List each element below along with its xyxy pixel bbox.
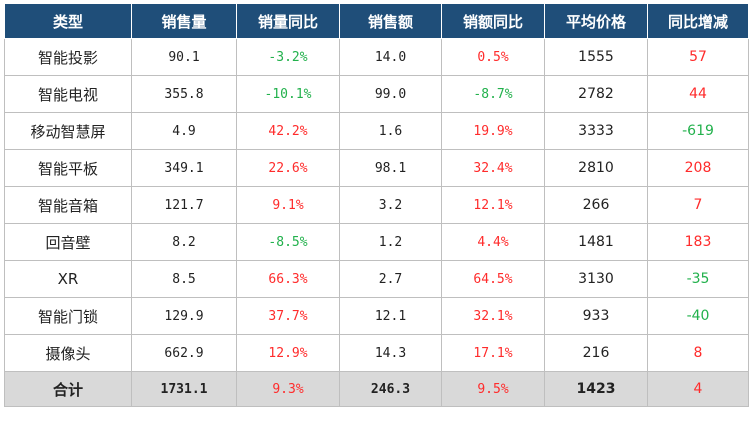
type-cell: 移动智慧屏 — [4, 112, 132, 150]
header-revenue-yoy: 销额同比 — [441, 3, 545, 39]
revenue-cell: 14.3 — [339, 334, 442, 372]
price-change-cell: 183 — [647, 223, 749, 261]
volume-yoy-cell: -3.2% — [236, 38, 340, 76]
type-cell: 摄像头 — [4, 334, 132, 372]
volume-yoy-cell: 12.9% — [236, 334, 340, 372]
volume-yoy-cell: -8.5% — [236, 223, 340, 261]
header-row: 类型 销售量 销量同比 销售额 销额同比 平均价格 同比增减 — [4, 3, 749, 39]
revenue-cell: 99.0 — [339, 75, 442, 113]
type-cell: 智能平板 — [4, 149, 132, 187]
type-cell: 回音壁 — [4, 223, 132, 261]
revenue-cell: 12.1 — [339, 297, 442, 335]
volume-yoy-cell: 42.2% — [236, 112, 340, 150]
type-cell: 智能音箱 — [4, 186, 132, 224]
volume-cell: 8.5 — [131, 260, 237, 298]
revenue-yoy-cell: 4.4% — [441, 223, 545, 261]
revenue-yoy-cell: -8.7% — [441, 75, 545, 113]
volume-cell: 349.1 — [131, 149, 237, 187]
header-price-change: 同比增减 — [647, 3, 749, 39]
table-row: 回音壁 8.2 -8.5% 1.2 4.4% 1481 183 — [4, 223, 749, 261]
avg-price-cell: 216 — [544, 334, 648, 372]
volume-yoy-cell: 37.7% — [236, 297, 340, 335]
volume-cell: 90.1 — [131, 38, 237, 76]
revenue-yoy-cell: 32.1% — [441, 297, 545, 335]
volume-cell: 121.7 — [131, 186, 237, 224]
revenue-cell: 1.2 — [339, 223, 442, 261]
revenue-cell: 14.0 — [339, 38, 442, 76]
avg-price-cell: 266 — [544, 186, 648, 224]
header-revenue: 销售额 — [339, 3, 442, 39]
volume-cell: 129.9 — [131, 297, 237, 335]
revenue-cell: 2.7 — [339, 260, 442, 298]
avg-price-cell: 933 — [544, 297, 648, 335]
avg-price-cell: 2782 — [544, 75, 648, 113]
total-row: 合计 1731.1 9.3% 246.3 9.5% 1423 4 — [4, 371, 749, 407]
avg-price-cell: 3130 — [544, 260, 648, 298]
revenue-yoy-cell: 9.5% — [441, 371, 545, 407]
avg-price-cell: 1481 — [544, 223, 648, 261]
header-volume: 销售量 — [131, 3, 237, 39]
avg-price-cell: 1555 — [544, 38, 648, 76]
price-change-cell: 8 — [647, 334, 749, 372]
type-cell: 合计 — [4, 371, 132, 407]
revenue-yoy-cell: 64.5% — [441, 260, 545, 298]
type-cell: 智能投影 — [4, 38, 132, 76]
table-row: 智能平板 349.1 22.6% 98.1 32.4% 2810 208 — [4, 149, 749, 187]
avg-price-cell: 2810 — [544, 149, 648, 187]
volume-yoy-cell: 22.6% — [236, 149, 340, 187]
volume-cell: 8.2 — [131, 223, 237, 261]
sales-table: 类型 销售量 销量同比 销售额 销额同比 平均价格 同比增减 智能投影 90.1-… — [4, 3, 749, 407]
header-volume-yoy: 销量同比 — [236, 3, 340, 39]
volume-cell: 662.9 — [131, 334, 237, 372]
price-change-cell: 208 — [647, 149, 749, 187]
price-change-cell: -40 — [647, 297, 749, 335]
revenue-yoy-cell: 12.1% — [441, 186, 545, 224]
price-change-cell: 57 — [647, 38, 749, 76]
table-row: 智能电视 355.8 -10.1% 99.0 -8.7% 2782 44 — [4, 75, 749, 113]
price-change-cell: -619 — [647, 112, 749, 150]
price-change-cell: -35 — [647, 260, 749, 298]
table-row: 智能投影 90.1 -3.2% 14.0 0.5% 1555 57 — [4, 38, 749, 76]
volume-cell: 4.9 — [131, 112, 237, 150]
volume-cell: 1731.1 — [131, 371, 237, 407]
revenue-yoy-cell: 17.1% — [441, 334, 545, 372]
volume-cell: 355.8 — [131, 75, 237, 113]
volume-yoy-cell: 9.1% — [236, 186, 340, 224]
type-cell: 智能电视 — [4, 75, 132, 113]
price-change-cell: 7 — [647, 186, 749, 224]
table-row: 摄像头 662.9 12.9% 14.3 17.1% 216 8 — [4, 334, 749, 372]
revenue-yoy-cell: 0.5% — [441, 38, 545, 76]
type-cell: 智能门锁 — [4, 297, 132, 335]
header-avg-price: 平均价格 — [544, 3, 648, 39]
price-change-cell: 4 — [647, 371, 749, 407]
revenue-yoy-cell: 19.9% — [441, 112, 545, 150]
price-change-cell: 44 — [647, 75, 749, 113]
header-type: 类型 — [4, 3, 132, 39]
revenue-cell: 3.2 — [339, 186, 442, 224]
volume-yoy-cell: -10.1% — [236, 75, 340, 113]
revenue-cell: 98.1 — [339, 149, 442, 187]
table-row: XR 8.5 66.3% 2.7 64.5% 3130 -35 — [4, 260, 749, 298]
table-row: 智能门锁 129.9 37.7% 12.1 32.1% 933 -40 — [4, 297, 749, 335]
revenue-yoy-cell: 32.4% — [441, 149, 545, 187]
revenue-cell: 246.3 — [339, 371, 442, 407]
avg-price-cell: 3333 — [544, 112, 648, 150]
table-row: 智能音箱 121.7 9.1% 3.2 12.1% 266 7 — [4, 186, 749, 224]
avg-price-cell: 1423 — [544, 371, 648, 407]
volume-yoy-cell: 9.3% — [236, 371, 340, 407]
revenue-cell: 1.6 — [339, 112, 442, 150]
table-row: 移动智慧屏 4.9 42.2% 1.6 19.9% 3333 -619 — [4, 112, 749, 150]
type-cell: XR — [4, 260, 132, 298]
volume-yoy-cell: 66.3% — [236, 260, 340, 298]
